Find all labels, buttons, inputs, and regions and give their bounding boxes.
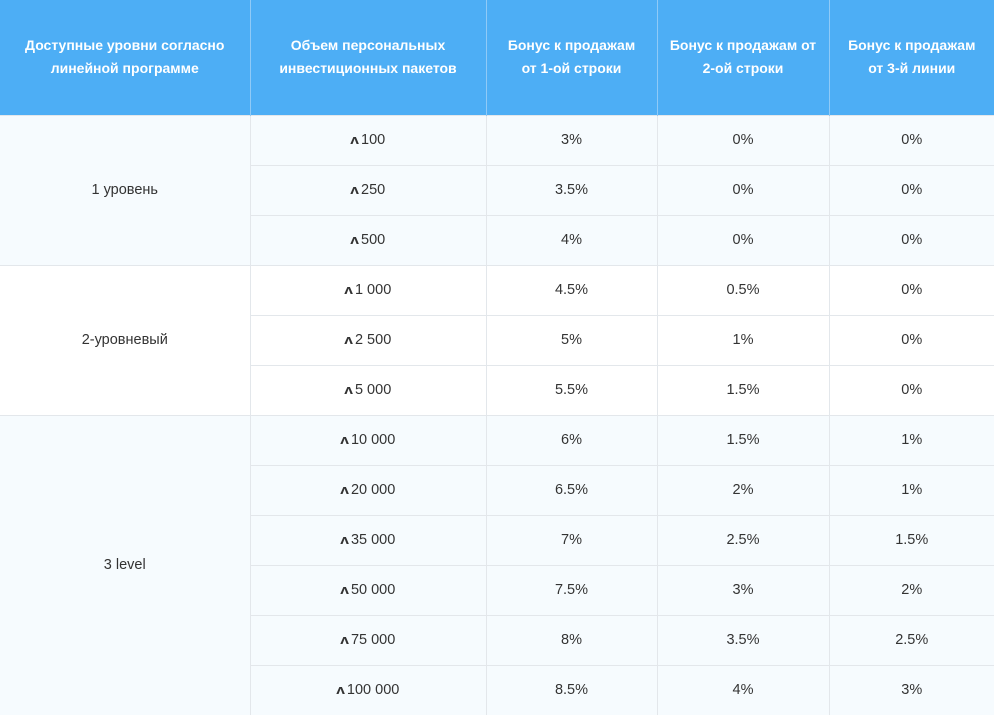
- bonus-line-1-cell: 5.5%: [486, 364, 658, 415]
- bonus-line-2-cell: 2%: [657, 464, 830, 515]
- tron-arrow-icon: ʌ: [344, 332, 353, 347]
- package-amount-cell: ʌ 250: [250, 164, 487, 215]
- bonus-line-3-cell: 1%: [829, 414, 994, 465]
- package-amount-cell: ʌ 100 000: [250, 664, 487, 715]
- bonus-line-3-cell: 0%: [829, 314, 994, 365]
- package-amount: 75 000: [350, 632, 396, 648]
- bonus-line-3-cell: 1%: [829, 464, 994, 515]
- bonus-line-3-cell: 0%: [829, 364, 994, 415]
- table-row: 3 level ʌ 10 000 6% 1.5% 1%: [0, 414, 994, 715]
- bonus-line-2-cell: 1%: [657, 314, 830, 365]
- tron-arrow-icon: ʌ: [339, 482, 349, 497]
- package-amount-cell: ʌ 20 000: [250, 464, 487, 515]
- header-bonus-line-3: Бонус к продажам от 3-й линии: [829, 0, 994, 115]
- bonus-line-2-cell: 1.5%: [657, 414, 830, 465]
- bonus-line-1-cell: 8.5%: [486, 664, 658, 715]
- tron-arrow-icon: ʌ: [350, 182, 359, 197]
- header-bonus-line-1: Бонус к продажам от 1-ой строки: [486, 0, 658, 115]
- bonus-line-2-cell: 0%: [657, 214, 830, 265]
- level-cell: 1 уровень: [0, 114, 251, 265]
- bonus-line-3-cell: 2%: [829, 564, 994, 615]
- package-amount: 20 000: [350, 482, 396, 498]
- tron-arrow-icon: ʌ: [339, 432, 349, 447]
- package-amount: 10 000: [350, 432, 396, 448]
- package-amount: 2 500: [354, 332, 392, 348]
- level-cell: 2-уровневый: [0, 264, 251, 415]
- bonus-line-3-cell: 0%: [829, 214, 994, 265]
- level-cell: 3 level: [0, 414, 251, 715]
- bonus-line-1-cell: 7.5%: [486, 564, 658, 615]
- package-amount: 250: [361, 182, 386, 198]
- bonus-line-3-cell: 0%: [829, 264, 994, 315]
- table-header: Доступные уровни согласно линейной прогр…: [0, 0, 994, 115]
- bonus-line-2-cell: 3.5%: [657, 614, 830, 665]
- package-amount: 100 000: [346, 682, 400, 699]
- table-row: ʌ 75 000 8% 3.5% 2.5%: [0, 614, 994, 665]
- bonus-line-1-cell: 4.5%: [486, 264, 658, 315]
- package-amount-cell: ʌ 75 000: [250, 614, 487, 665]
- package-amount-cell: ʌ 35 000: [250, 514, 487, 565]
- package-amount-cell: ʌ 500: [250, 214, 487, 265]
- bonus-line-1-cell: 3.5%: [486, 164, 658, 215]
- tron-arrow-icon: ʌ: [350, 132, 359, 147]
- tron-arrow-icon: ʌ: [339, 632, 349, 647]
- tron-arrow-icon: ʌ: [350, 232, 359, 247]
- package-amount-cell: ʌ 10 000: [250, 414, 487, 465]
- header-levels: Доступные уровни согласно линейной прогр…: [0, 0, 251, 115]
- bonus-line-3-cell: 2.5%: [829, 614, 994, 665]
- table-row: ʌ 50 000 7.5% 3% 2%: [0, 564, 994, 615]
- bonus-line-1-cell: 5%: [486, 314, 658, 365]
- table-body: 1 уровень ʌ 100 3% 0% 0% ʌ 250 3.5% 0% 0% ʌ 500 4% 0% 0…: [0, 114, 994, 715]
- bonus-line-2-cell: 0.5%: [657, 264, 830, 315]
- bonus-line-2-cell: 3%: [657, 564, 830, 615]
- bonus-line-2-cell: 4%: [657, 664, 830, 715]
- tron-arrow-icon: ʌ: [335, 682, 345, 698]
- package-amount-cell: ʌ 50 000: [250, 564, 487, 615]
- package-amount-cell: ʌ 100: [250, 114, 487, 165]
- bonus-line-3-cell: 3%: [829, 664, 994, 715]
- package-amount: 100: [361, 132, 386, 148]
- header-bonus-line-2: Бонус к продажам от 2-ой строки: [657, 0, 830, 115]
- bonus-line-2-cell: 2.5%: [657, 514, 830, 565]
- table-row: 1 уровень ʌ 100 3% 0% 0%: [0, 114, 994, 265]
- package-amount: 1 000: [354, 282, 392, 298]
- header-row: Доступные уровни согласно линейной прогр…: [0, 0, 994, 115]
- bonus-line-3-cell: 0%: [829, 164, 994, 215]
- bonus-line-1-cell: 6%: [486, 414, 658, 465]
- bonus-line-1-cell: 6.5%: [486, 464, 658, 515]
- bonus-line-2-cell: 1.5%: [657, 364, 830, 415]
- package-amount: 5 000: [354, 382, 392, 398]
- bonus-line-3-cell: 1.5%: [829, 514, 994, 565]
- table-row: ʌ 100 000 8.5% 4% 3%: [0, 664, 994, 715]
- bonus-line-1-cell: 8%: [486, 614, 658, 665]
- bonus-line-1-cell: 3%: [486, 114, 658, 165]
- package-amount: 35 000: [350, 532, 396, 548]
- tron-arrow-icon: ʌ: [344, 382, 353, 397]
- bonus-line-1-cell: 7%: [486, 514, 658, 565]
- package-amount: 50 000: [350, 582, 396, 598]
- table-row: ʌ 250 3.5% 0% 0%: [0, 164, 994, 215]
- bonus-line-1-cell: 4%: [486, 214, 658, 265]
- header-package-volume: Объем персональных инвестиционных пакето…: [250, 0, 487, 115]
- tron-arrow-icon: ʌ: [339, 532, 349, 547]
- table-row: 2-уровневый ʌ 1 000 4.5% 0.5% 0%: [0, 264, 994, 415]
- bonus-line-3-cell: 0%: [829, 114, 994, 165]
- table-row: ʌ 20 000 6.5% 2% 1%: [0, 464, 994, 515]
- package-amount: 500: [361, 232, 386, 248]
- tron-arrow-icon: ʌ: [344, 282, 353, 297]
- bonus-line-2-cell: 0%: [657, 164, 830, 215]
- tron-arrow-icon: ʌ: [339, 582, 349, 597]
- table-row: ʌ 500 4% 0% 0%: [0, 214, 994, 265]
- bonus-line-2-cell: 0%: [657, 114, 830, 165]
- table-row: ʌ 35 000 7% 2.5% 1.5%: [0, 514, 994, 565]
